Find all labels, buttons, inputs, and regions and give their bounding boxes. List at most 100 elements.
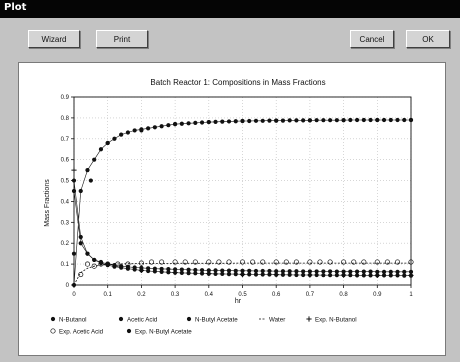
axes: 0 0.1 0.2 0.3 0.4 0.5 0.6 0.7 0.8 0.9 1 0 0.1 0.2 0.3 0… <box>61 95 414 298</box>
data-point <box>361 117 366 123</box>
data-point <box>253 272 259 277</box>
data-point <box>381 117 387 123</box>
data-point <box>375 117 380 123</box>
data-point <box>213 268 218 273</box>
legend-marker <box>118 316 124 322</box>
legend-marker <box>50 316 56 322</box>
data-point <box>166 267 171 272</box>
data-point <box>375 269 380 274</box>
data-point <box>301 272 306 278</box>
data-point <box>368 273 373 278</box>
cancel-button[interactable]: Cancel <box>350 30 394 48</box>
data-point <box>394 259 401 265</box>
data-point <box>351 259 357 265</box>
data-point <box>260 118 265 123</box>
data-point <box>132 265 137 270</box>
data-point <box>334 273 339 278</box>
data-point <box>179 270 184 275</box>
ok-button[interactable]: OK <box>406 30 450 48</box>
data-point <box>71 178 77 183</box>
data-point <box>92 157 97 162</box>
chart-title: Batch Reactor 1: Compositions in Mass Fr… <box>150 78 325 87</box>
data-point <box>233 268 238 273</box>
legend: N-Butanol Acetic Acid N-Butyl Acetate Water… <box>50 316 357 335</box>
x-tick-label: 0.7 <box>306 292 315 298</box>
data-point <box>294 118 299 123</box>
data-point <box>139 128 144 133</box>
legend-label: Exp. N-Butanol <box>315 316 357 323</box>
data-point <box>88 178 93 183</box>
data-point <box>361 259 367 265</box>
data-point <box>92 257 97 263</box>
series-3 <box>73 262 411 286</box>
data-point <box>321 273 326 278</box>
data-point <box>402 269 407 274</box>
data-point <box>317 259 323 265</box>
data-point <box>307 118 312 123</box>
data-point <box>402 273 407 278</box>
data-point <box>105 140 110 146</box>
data-point <box>314 272 319 278</box>
data-point <box>213 119 218 124</box>
print-button[interactable]: Print <box>96 30 148 48</box>
data-point <box>148 259 155 265</box>
data-point <box>253 118 259 123</box>
data-point <box>186 121 191 126</box>
data-point <box>152 266 157 271</box>
data-point <box>361 269 366 274</box>
data-point <box>240 118 245 124</box>
data-point <box>132 128 137 133</box>
y-tick-label: 0.6 <box>61 158 70 164</box>
series-line <box>73 180 411 276</box>
data-point <box>321 269 326 274</box>
legend-label: N-Butyl Acetate <box>195 316 238 323</box>
data-point <box>173 122 178 127</box>
data-point <box>159 266 164 272</box>
series-0 <box>71 178 414 278</box>
data-point <box>179 267 184 272</box>
data-point <box>71 167 77 173</box>
x-tick-label: 0.4 <box>205 292 214 298</box>
data-point <box>328 273 333 278</box>
data-point <box>301 118 306 123</box>
data-point <box>206 268 211 273</box>
data-point <box>226 268 232 273</box>
data-point <box>293 259 299 265</box>
legend-marker <box>186 316 192 322</box>
window-title: Plot <box>4 2 27 13</box>
data-point <box>321 118 326 123</box>
y-tick-label: 0.1 <box>61 262 70 268</box>
y-tick-label: 0.8 <box>61 116 70 122</box>
data-point <box>186 270 191 276</box>
data-point <box>273 271 279 278</box>
data-point <box>125 261 131 267</box>
data-point <box>280 269 286 274</box>
data-point <box>119 132 124 137</box>
data-point <box>233 272 238 277</box>
wizard-button[interactable]: Wizard <box>28 30 80 48</box>
data-point <box>192 259 198 265</box>
data-point <box>220 271 225 277</box>
data-point <box>341 269 346 274</box>
data-point <box>341 259 347 265</box>
data-point <box>348 117 353 123</box>
data-point <box>384 259 390 265</box>
data-point <box>98 261 104 267</box>
data-point <box>408 272 414 278</box>
data-point <box>334 269 339 274</box>
data-point <box>247 268 252 273</box>
data-point <box>71 188 77 194</box>
data-point <box>172 269 178 276</box>
data-point <box>146 266 151 271</box>
data-point <box>186 267 191 272</box>
data-point <box>260 259 266 265</box>
legend-label: Exp. N-Butyl Acetate <box>135 328 192 335</box>
data-point <box>328 269 333 274</box>
data-point <box>105 261 111 267</box>
data-point <box>274 118 279 123</box>
data-point <box>334 118 339 123</box>
data-point <box>85 168 90 173</box>
series-4 <box>71 167 414 278</box>
data-point <box>220 119 225 124</box>
data-point <box>213 271 218 277</box>
